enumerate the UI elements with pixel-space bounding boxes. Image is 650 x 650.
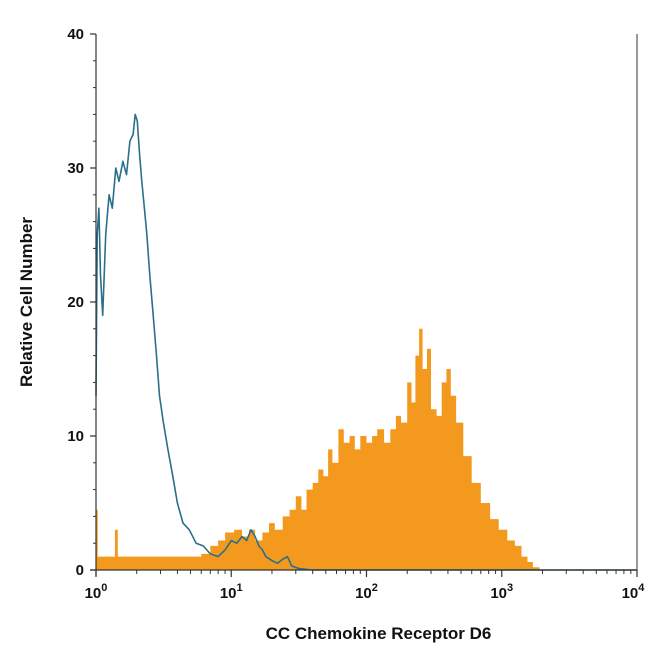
y-tick-label-40: 40: [67, 26, 84, 43]
x-tick-label-10-3: 103: [490, 582, 513, 602]
series-2-outline-histogram: [95, 113, 637, 571]
x-axis-title: CC Chemokine Receptor D6: [266, 624, 492, 643]
y-axis-title: Relative Cell Number: [17, 217, 36, 387]
y-tick-label-20: 20: [67, 294, 84, 311]
y-tick-label-0: 0: [76, 562, 84, 579]
x-tick-label-10-0: 100: [85, 582, 108, 602]
y-tick-label-30: 30: [67, 160, 84, 177]
x-tick-label-10-4: 104: [622, 582, 646, 602]
y-tick-label-10: 10: [67, 428, 84, 445]
series-1-filled-histogram: [96, 328, 540, 570]
axis-ticks: 0 10 20 30 40 100 101 102 103 104: [67, 26, 645, 602]
x-tick-label-10-2: 102: [355, 582, 378, 602]
plot-area: [95, 113, 637, 571]
x-tick-label-10-1: 101: [220, 582, 243, 602]
axes: [90, 34, 638, 576]
